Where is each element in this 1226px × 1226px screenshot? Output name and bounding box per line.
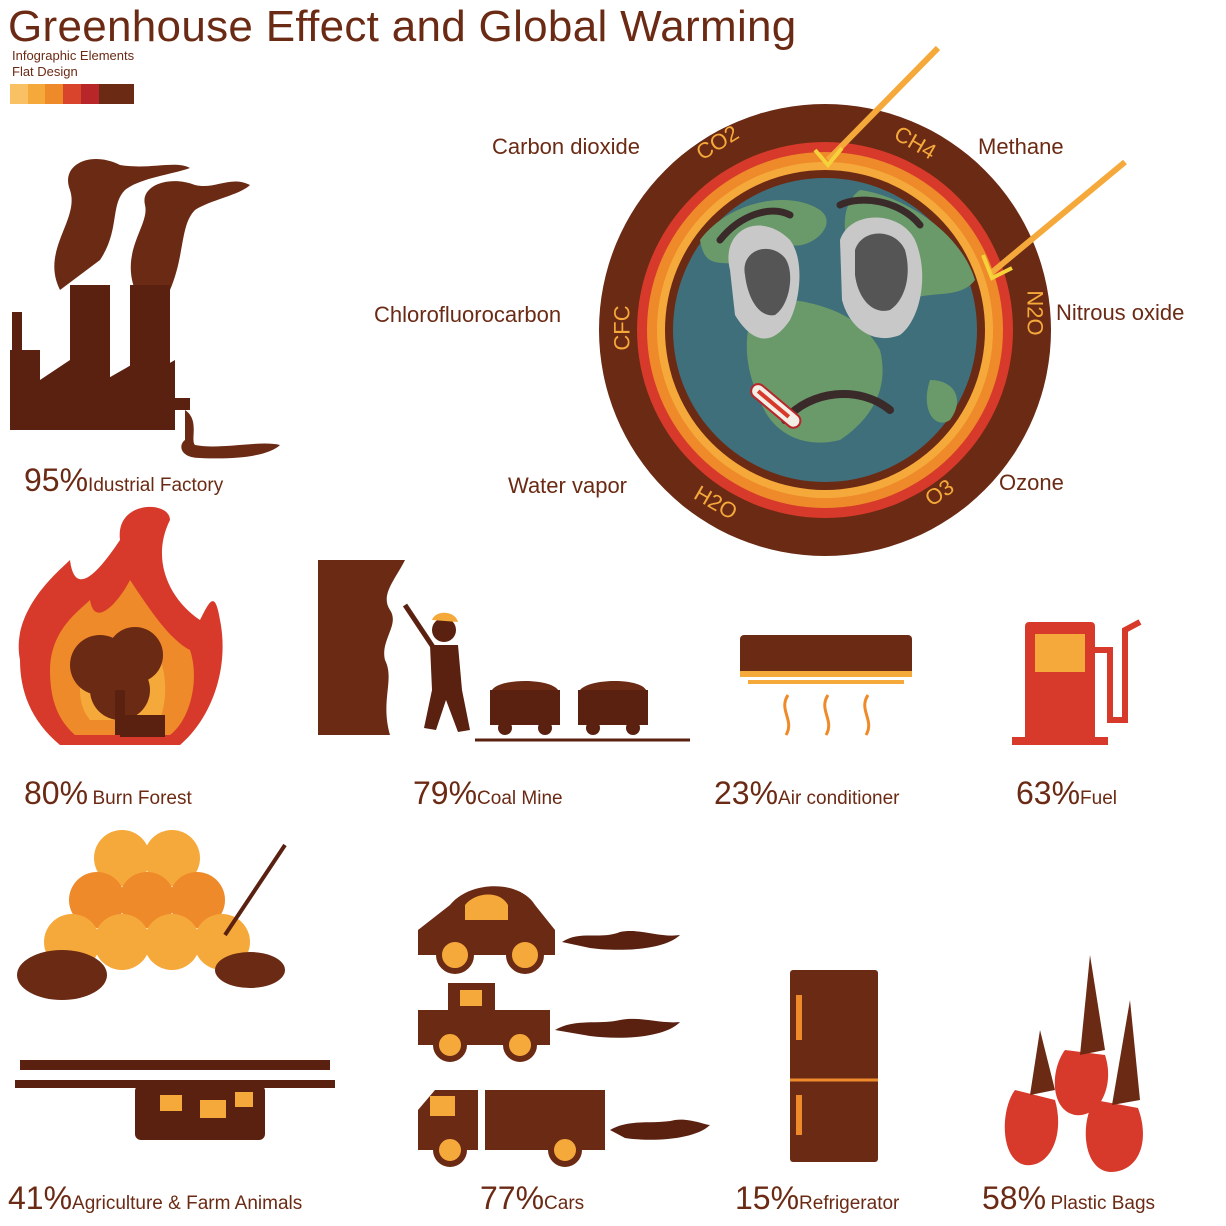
stat-percent: 77% [480,1180,545,1216]
stat-label: Refrigerator [799,1193,900,1214]
gas-name-carbon-dioxide: Carbon dioxide [492,134,640,159]
palette-swatch [45,84,64,104]
color-palette [10,84,135,104]
stat-percent: 23% [714,775,779,811]
fuel-pump-icon [1012,619,1142,745]
gas-name-ozone: Ozone [999,470,1064,495]
stat-label: Idustrial Factory [88,475,224,496]
stat-label: Cars [544,1193,585,1214]
stat-agriculture: 41%Agriculture & Farm Animals [8,1180,302,1217]
stat-plastic-bags: 58% Plastic Bags [982,1180,1155,1217]
stat-fuel: 63%Fuel [1016,775,1117,812]
palette-swatch [63,84,81,104]
stat-air-conditioner: 23%Air conditioner [714,775,900,812]
stat-label: Coal Mine [477,788,563,809]
stat-label: Fuel [1080,788,1118,809]
palette-swatch [116,84,135,104]
stat-refrigerator: 15%Refrigerator [735,1180,899,1217]
stat-percent: 79% [413,775,478,811]
cars-icon [418,886,710,1167]
stat-percent: 41% [8,1180,73,1216]
gas-name-chlorofluorocarbon: Chlorofluorocarbon [374,302,562,327]
stat-percent: 15% [735,1180,800,1216]
palette-swatch [27,84,46,104]
subtitle-infographic: Infographic Elements [12,48,135,63]
stat-label: Air conditioner [778,788,900,809]
stat-label: Plastic Bags [1050,1193,1156,1214]
plastic-bags-icon [1004,955,1143,1172]
gas-symbol-cfc: CFC [609,305,635,351]
stat-burn-forest: 80% Burn Forest [24,775,192,812]
stat-percent: 80% [24,775,89,811]
globe-icon [599,104,1051,556]
palette-swatch [80,84,99,104]
page-title: Greenhouse Effect and Global Warming [8,2,797,51]
stat-label: Agriculture & Farm Animals [72,1193,303,1214]
refrigerator-icon [790,970,878,1162]
sunlight-arrows [813,45,1127,281]
coal-mine-icon [318,560,690,742]
gas-name-nitrous-oxide: Nitrous oxide [1056,300,1185,325]
subtitle-flat-design: Flat Design [12,64,78,79]
gas-symbol-n2o: N2O [1022,290,1048,336]
burning-forest-icon [18,506,223,745]
gas-name-methane: Methane [978,134,1064,159]
farm-icon [15,830,335,1140]
gas-name-water-vapor: Water vapor [508,473,628,498]
stat-factory: 95%Idustrial Factory [24,462,223,499]
stat-percent: 95% [24,462,89,498]
stat-coal-mine: 79%Coal Mine [413,775,563,812]
palette-swatch [98,84,117,104]
stat-percent: 58% [982,1180,1047,1216]
palette-swatch [10,84,28,104]
air-conditioner-icon [740,635,912,736]
stat-percent: 63% [1016,775,1081,811]
stat-label: Burn Forest [92,788,192,809]
stat-cars: 77%Cars [480,1180,584,1217]
factory-icon [10,159,280,459]
